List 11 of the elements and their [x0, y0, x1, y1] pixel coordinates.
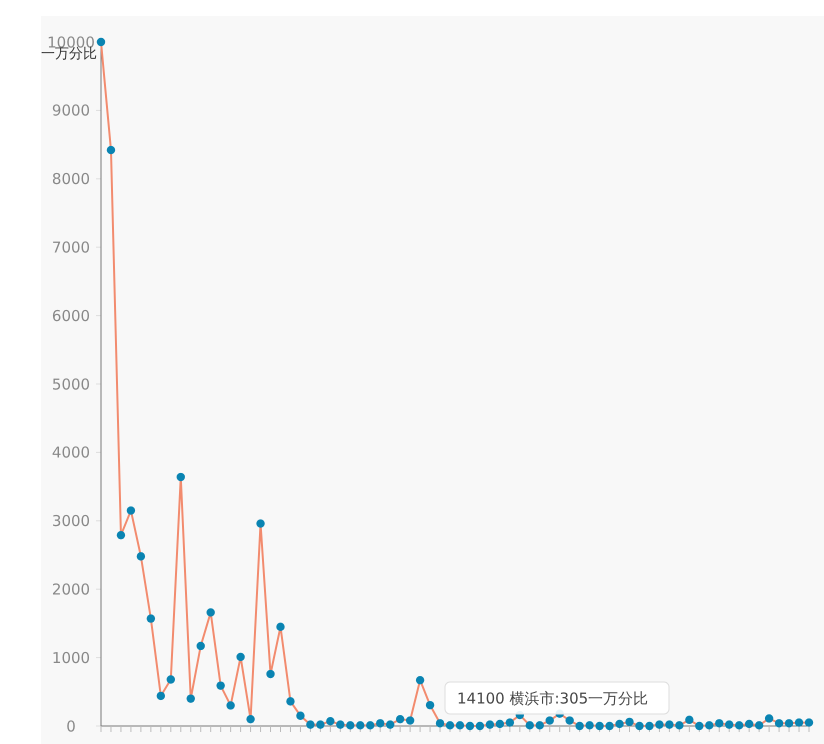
annotation: 14100 横浜市:305一万分比 — [457, 689, 648, 708]
y-tick-label: 9000 — [52, 102, 90, 120]
y-tick-label: 3000 — [52, 512, 90, 530]
y-tick-label: 6000 — [52, 306, 90, 325]
y-tick-label: 0 — [66, 717, 76, 736]
y-tick-label: 8000 — [52, 170, 90, 188]
y-tick-label: 5000 — [52, 375, 90, 394]
y-tick-label: 4000 — [52, 444, 90, 462]
y-tick-label: 7000 — [52, 238, 90, 256]
y-tick-label: 1000 — [52, 648, 90, 667]
y-tick-label: 2000 — [52, 580, 90, 598]
